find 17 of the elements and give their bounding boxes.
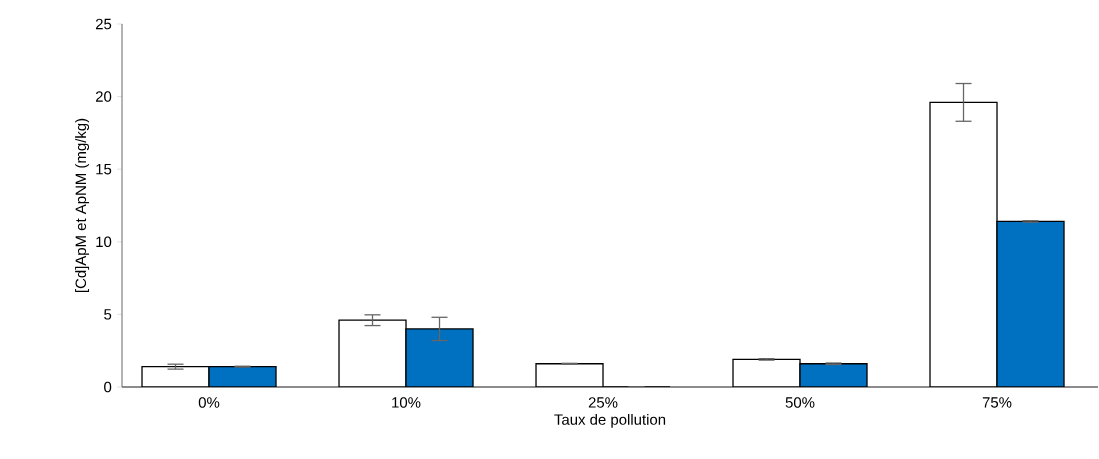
bar xyxy=(405,328,474,387)
y-tick-label: 20 xyxy=(95,91,112,102)
y-axis-title: [Cd]ApM et ApNM (mg/kg) xyxy=(75,118,90,293)
x-axis-title: Taux de pollution xyxy=(554,413,666,428)
y-tick-label: 5 xyxy=(104,309,112,320)
x-tick-label: 25% xyxy=(588,397,618,408)
x-tick-label: 50% xyxy=(785,397,815,408)
x-tick-label: 10% xyxy=(392,397,421,408)
x-tick-label: 75% xyxy=(982,397,1012,408)
y-tick-label: 0 xyxy=(104,381,112,393)
y-tick-label: 25 xyxy=(95,18,112,30)
y-tick-label: 10 xyxy=(96,236,112,248)
bar xyxy=(799,363,868,387)
x-tick-label: 0% xyxy=(198,397,220,408)
bar xyxy=(208,366,277,387)
bar xyxy=(996,220,1065,387)
y-tick-label: 15 xyxy=(96,163,112,175)
